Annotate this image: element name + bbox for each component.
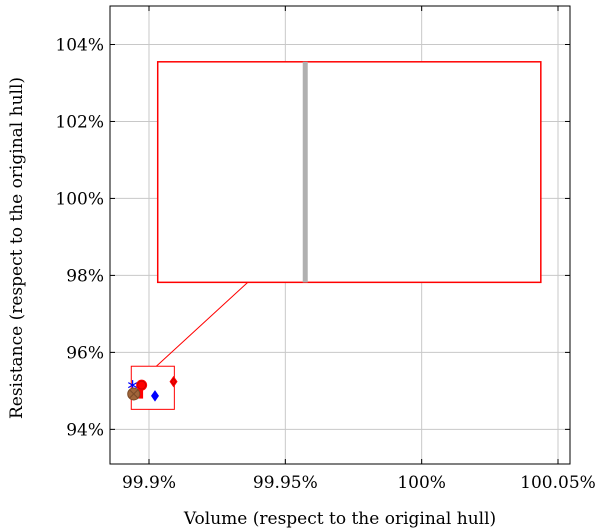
circle-point (136, 379, 148, 391)
y-tick-label: 94% (66, 420, 104, 440)
zoom-inset (130, 61, 542, 410)
circled-x-point (127, 387, 141, 401)
plot-border (109, 5, 571, 465)
y-tick-label: 102% (55, 112, 104, 132)
zoom-connector-line (156, 281, 249, 367)
y-tick-label: 100% (55, 189, 104, 209)
y-tick-label: 98% (66, 266, 104, 286)
y-axis-title: Resistance (respect to the original hull… (7, 77, 27, 419)
diamond-point (150, 390, 159, 402)
x-axis: 99.9% 99.95% 100% 100.05% (122, 6, 596, 493)
x-tick-label: 100% (397, 473, 446, 493)
plot-frame (109, 5, 571, 465)
x-tick-label: 99.9% (122, 473, 176, 493)
y-tick-label: 104% (55, 35, 104, 55)
x-axis-title: Volume (respect to the original hull) (183, 509, 496, 529)
diamond-point (169, 375, 178, 388)
data-points (127, 375, 178, 402)
y-axis: 94% 96% 98% 100% 102% 104% (55, 35, 570, 440)
zoom-panel-box (156, 61, 542, 284)
x-tick-label: 100.05% (520, 473, 596, 493)
y-tick-label: 96% (66, 343, 104, 363)
x-tick-label: 99.95% (253, 473, 318, 493)
